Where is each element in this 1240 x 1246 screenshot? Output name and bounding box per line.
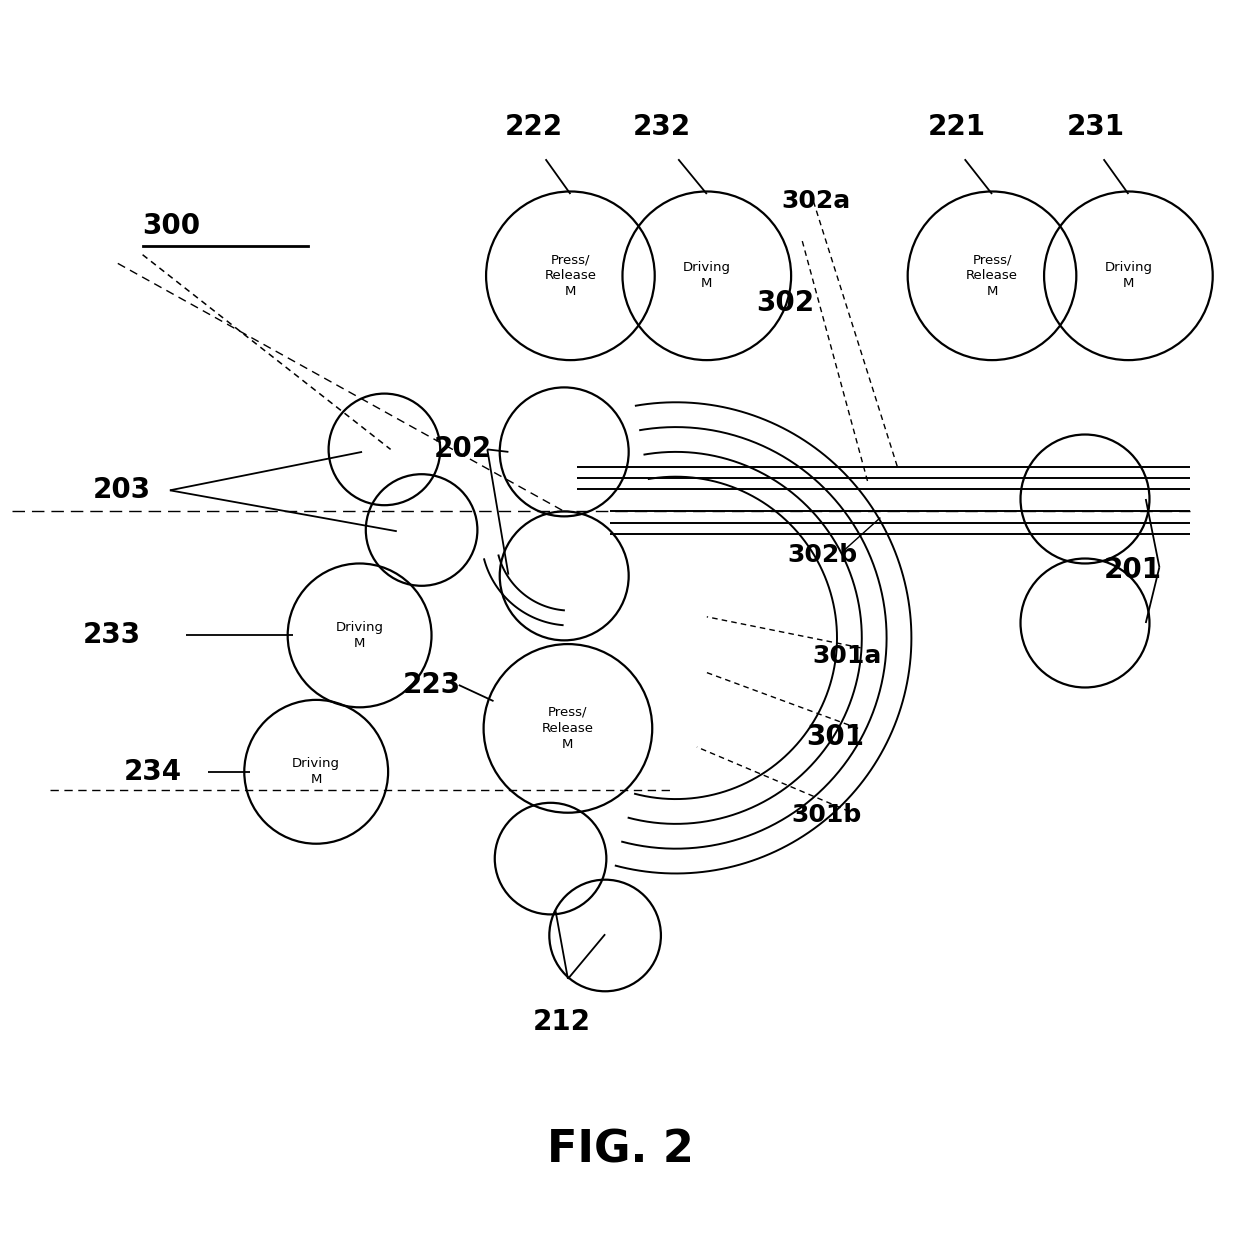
Text: 302a: 302a [781,189,851,213]
Text: 233: 233 [83,622,141,649]
Text: 302: 302 [756,289,815,316]
Text: 301a: 301a [812,644,882,669]
Text: Driving
M: Driving M [336,621,383,650]
Text: 221: 221 [928,113,986,141]
Text: 302b: 302b [787,543,858,567]
Text: 202: 202 [434,435,492,464]
Text: 232: 232 [632,113,691,141]
Text: Driving
M: Driving M [1105,262,1152,290]
Text: 201: 201 [1104,556,1162,583]
Text: Press/
Release
M: Press/ Release M [544,253,596,298]
Text: FIG. 2: FIG. 2 [547,1129,693,1171]
Text: Driving
M: Driving M [293,758,340,786]
Text: 301b: 301b [791,804,862,827]
Text: Press/
Release
M: Press/ Release M [966,253,1018,298]
Text: 212: 212 [533,1008,591,1037]
Text: 223: 223 [403,672,461,699]
Text: 203: 203 [93,476,151,505]
Text: Press/
Release
M: Press/ Release M [542,706,594,751]
Text: 301: 301 [806,723,864,751]
Text: Driving
M: Driving M [683,262,730,290]
Text: 234: 234 [124,758,182,786]
Text: 231: 231 [1066,113,1125,141]
Text: 300: 300 [143,212,201,240]
Text: 222: 222 [505,113,563,141]
